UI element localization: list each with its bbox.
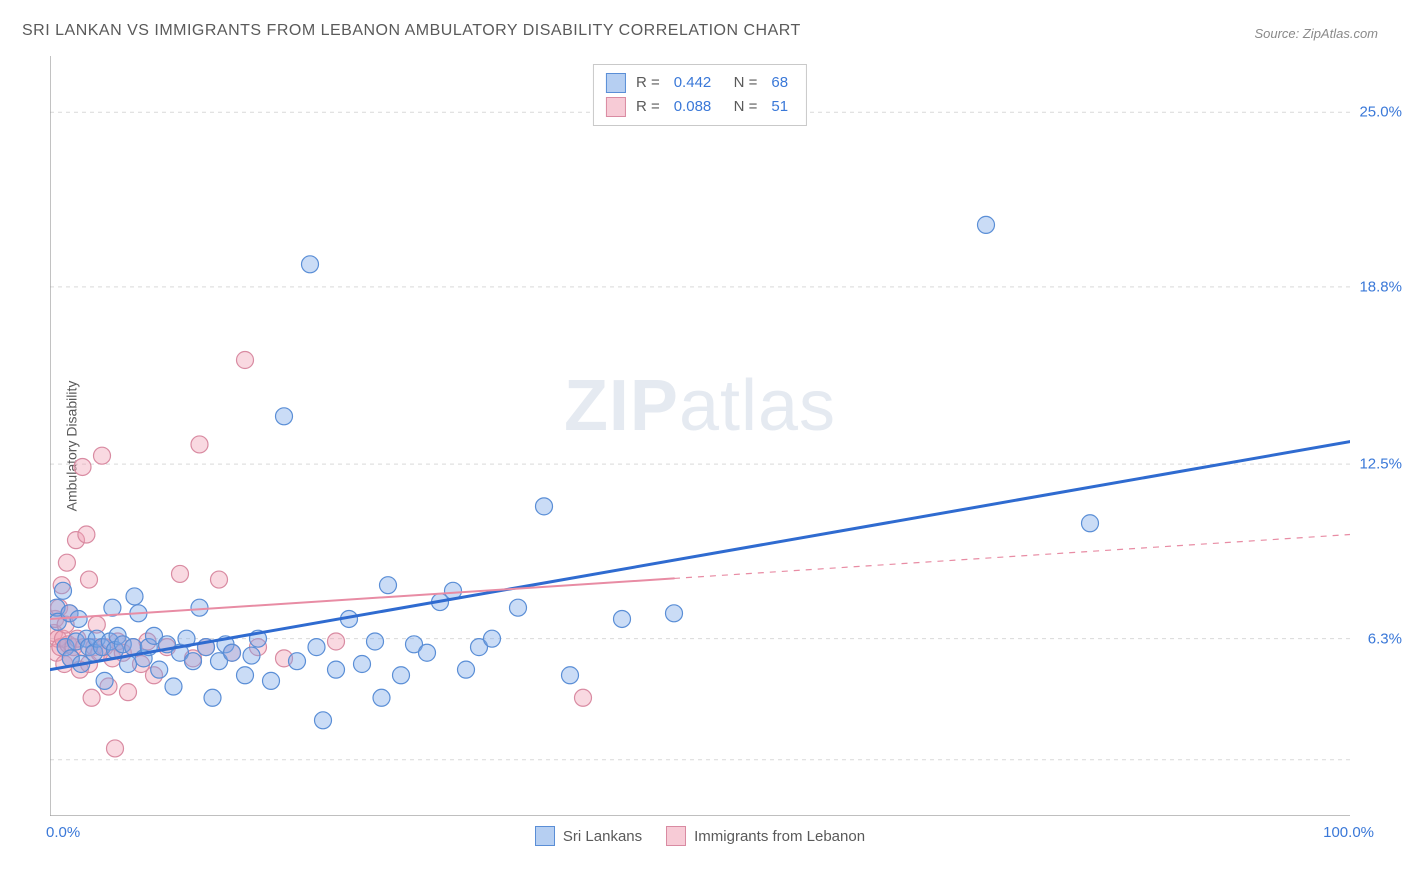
legend-item: Sri Lankans [535, 826, 642, 846]
y-tick-label: 18.8% [1359, 278, 1402, 295]
source-label: Source: ZipAtlas.com [1254, 26, 1378, 41]
correlation-legend: R =0.442 N =68R =0.088 N =51 [593, 64, 807, 126]
y-tick-label: 6.3% [1368, 630, 1402, 647]
legend-label: Sri Lankans [563, 828, 642, 845]
legend-rn-row: R =0.442 N =68 [606, 71, 794, 95]
blue-swatch-icon [535, 826, 555, 846]
y-tick-label: 12.5% [1359, 456, 1402, 473]
blue-swatch-icon [606, 73, 626, 93]
y-axis-tick-labels: 6.3% 12.5% 18.8% 25.0% [1342, 56, 1402, 816]
plot-svg [50, 56, 1350, 816]
pink-swatch-icon [606, 97, 626, 117]
pink-swatch-icon [666, 826, 686, 846]
legend-rn-row: R =0.088 N =51 [606, 95, 794, 119]
scatter-plot: ZIPatlas R =0.442 N =68R =0.088 N =51 [50, 56, 1350, 816]
y-tick-label: 25.0% [1359, 104, 1402, 121]
series-legend: Sri Lankans Immigrants from Lebanon [50, 826, 1350, 850]
legend-label: Immigrants from Lebanon [694, 828, 865, 845]
legend-item: Immigrants from Lebanon [666, 826, 865, 846]
chart-title: SRI LANKAN VS IMMIGRANTS FROM LEBANON AM… [22, 22, 801, 40]
